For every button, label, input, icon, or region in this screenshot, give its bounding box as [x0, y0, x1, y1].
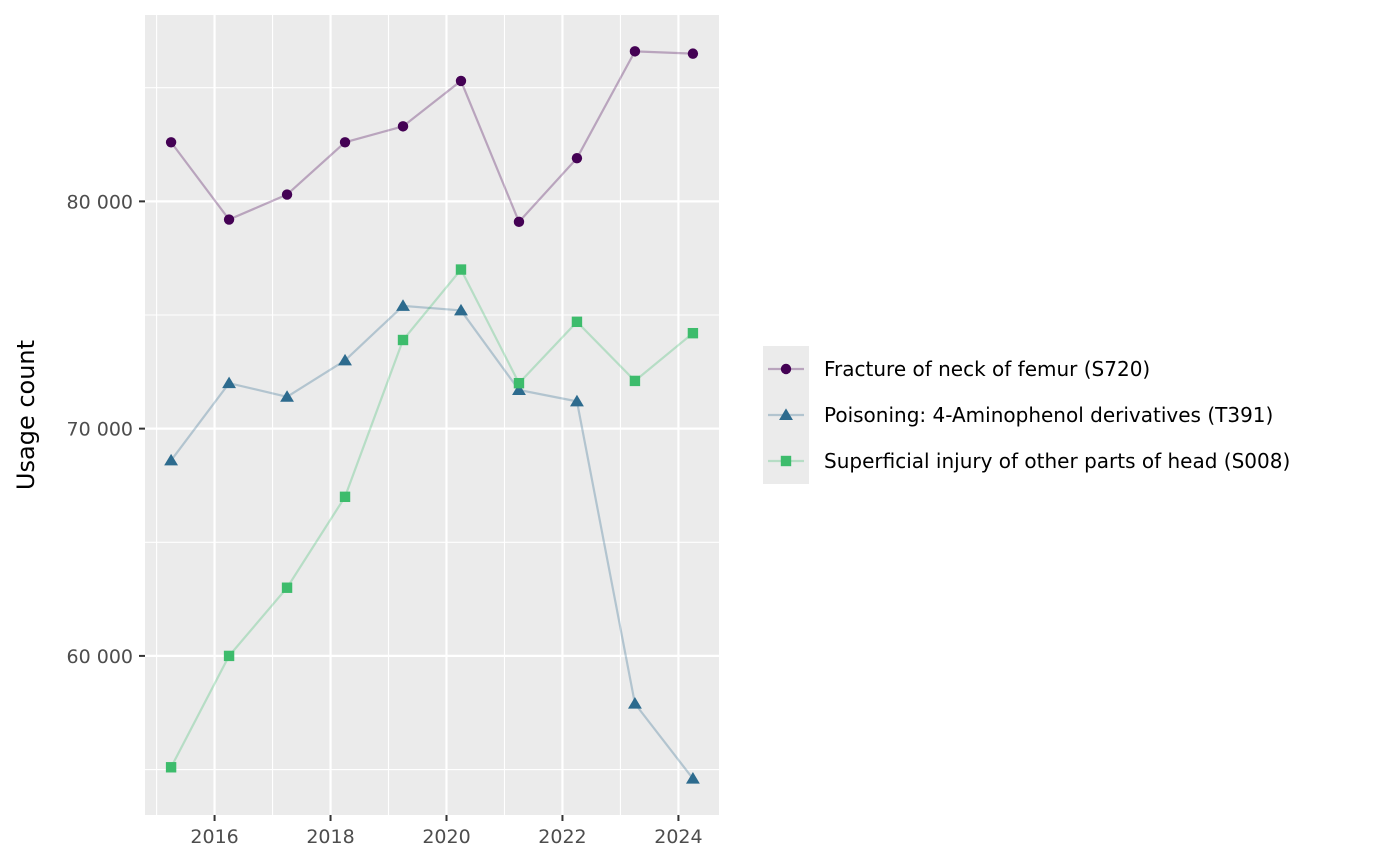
- y-axis-title: Usage count: [12, 340, 40, 490]
- data-point: [454, 303, 468, 316]
- data-point: [455, 75, 467, 87]
- legend-key-marker: [779, 408, 793, 420]
- data-point: [455, 264, 467, 275]
- data-point: [339, 137, 351, 148]
- data-point: [397, 334, 409, 346]
- data-point: [165, 762, 177, 773]
- data-point: [223, 650, 235, 662]
- data-point: [513, 377, 525, 389]
- data-point: [627, 697, 642, 709]
- series-line: [170, 267, 694, 768]
- data-point: [397, 121, 409, 132]
- series-line: [170, 304, 694, 780]
- series-line: [170, 50, 693, 224]
- x-tick-label: 2020: [422, 826, 470, 848]
- data-point: [513, 216, 525, 228]
- data-point: [512, 383, 526, 395]
- x-tick-label: 2022: [538, 826, 586, 848]
- legend-label: Fracture of neck of femur (S720): [824, 357, 1150, 381]
- data-point: [571, 152, 583, 164]
- data-point: [687, 48, 699, 59]
- minor-gridlines: [145, 15, 719, 815]
- x-tick-label: 2016: [190, 826, 238, 848]
- legend-label: Superficial injury of other parts of hea…: [824, 449, 1290, 473]
- data-point: [339, 491, 351, 503]
- data-point: [222, 376, 237, 389]
- y-tick-label: 70 000: [67, 419, 133, 441]
- plot-background: [145, 15, 719, 815]
- series-2: [164, 299, 700, 784]
- y-tick-label: 60 000: [67, 646, 133, 668]
- data-point: [281, 189, 293, 200]
- major-gridlines: [145, 15, 719, 815]
- data-point: [685, 772, 700, 784]
- series-3: [165, 264, 699, 773]
- data-point: [629, 46, 641, 57]
- data-point: [687, 327, 699, 339]
- series-layer: [164, 46, 700, 784]
- data-point: [165, 137, 177, 148]
- legend: Fracture of neck of femur (S720) Poisonin…: [763, 346, 1290, 484]
- data-point: [223, 214, 235, 225]
- data-point: [570, 394, 584, 407]
- legend-key-marker: [780, 455, 792, 467]
- x-tick-label: 2024: [654, 826, 702, 848]
- axes: 2016 2018 2020 2022 2024 60 000 70 000 80 000: [67, 191, 703, 848]
- data-point: [571, 316, 583, 328]
- series-1: [165, 46, 699, 228]
- data-point: [338, 353, 352, 366]
- legend-label: Poisoning: 4-Aminophenol derivatives (T3…: [824, 403, 1273, 427]
- y-tick-label: 80 000: [67, 191, 133, 213]
- data-point: [396, 299, 410, 311]
- data-point: [629, 375, 641, 387]
- legend-key-marker: [780, 363, 792, 375]
- data-point: [164, 453, 179, 466]
- x-tick-label: 2018: [306, 826, 354, 848]
- data-point: [281, 582, 293, 593]
- data-point: [280, 390, 294, 402]
